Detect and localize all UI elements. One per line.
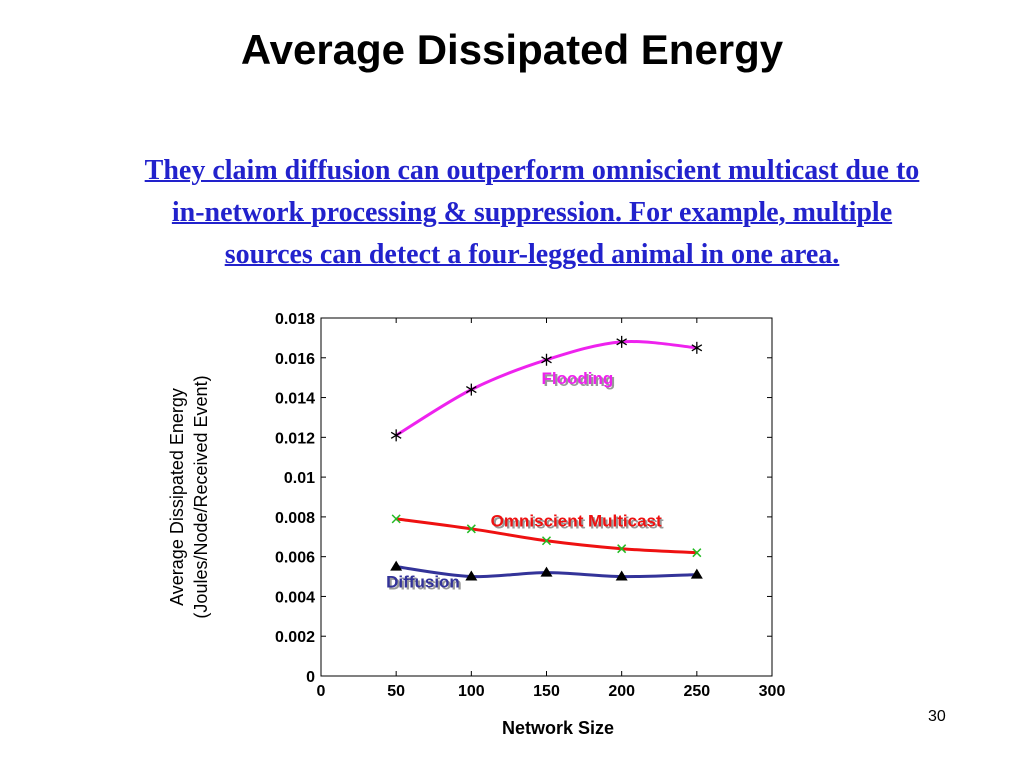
y-tick-label: 0.006 <box>275 550 315 567</box>
x-tick-label: 200 <box>608 683 635 700</box>
data-point-flooding <box>541 353 552 366</box>
callout-line: in-network processing & suppression. For… <box>171 197 893 228</box>
x-tick-label: 50 <box>387 683 405 700</box>
y-tick-label: 0.008 <box>275 510 315 527</box>
data-point-omniscient-multicast <box>617 544 627 554</box>
y-tick-label: 0.004 <box>275 589 315 606</box>
data-point-diffusion <box>390 560 403 571</box>
y-tick-label: 0.012 <box>275 430 315 447</box>
data-point-omniscient-multicast <box>692 548 702 558</box>
data-point-flooding <box>616 335 628 348</box>
data-point-omniscient-multicast <box>391 514 401 524</box>
x-tick-label: 0 <box>317 683 326 700</box>
y-tick-label: 0.016 <box>275 351 315 368</box>
x-tick-label: 300 <box>759 683 786 700</box>
callout-line: They claim diffusion can outperform omni… <box>144 155 920 186</box>
data-point-flooding <box>691 341 703 354</box>
data-point-diffusion <box>465 570 478 581</box>
svg-text:Diffusion: Diffusion <box>386 573 460 592</box>
svg-text:Diffusion: Diffusion <box>388 575 462 594</box>
x-tick-label: 150 <box>533 683 560 700</box>
y-tick-label: 0.014 <box>275 391 315 408</box>
y-tick-label: 0 <box>306 669 315 686</box>
callout-text: They claim diffusion can outperform omni… <box>40 150 1024 276</box>
data-point-omniscient-multicast <box>541 536 552 546</box>
svg-text:Flooding: Flooding <box>544 371 616 390</box>
svg-text:Omniscient Multicast: Omniscient Multicast <box>491 512 662 531</box>
callout-line: sources can detect a four-legged animal … <box>224 239 840 270</box>
y-tick-label: 0.018 <box>275 311 315 328</box>
data-point-flooding <box>465 383 477 396</box>
plot-area <box>320 317 773 677</box>
data-point-flooding <box>390 429 402 442</box>
slide-number: 30 <box>928 708 946 725</box>
svg-text:Flooding: Flooding <box>542 369 614 388</box>
x-tick-label: 250 <box>683 683 710 700</box>
y-axis-label: (Joules/Node/Received Event) <box>191 375 211 618</box>
data-point-diffusion <box>540 566 553 577</box>
x-axis-label: Network Size <box>502 718 614 738</box>
slide-title: Average Dissipated Energy <box>240 26 784 73</box>
x-tick-label: 100 <box>458 683 485 700</box>
y-tick-label: 0.01 <box>284 470 315 487</box>
data-point-diffusion <box>690 568 703 579</box>
y-tick-label: 0.002 <box>275 629 315 646</box>
data-point-omniscient-multicast <box>466 524 476 534</box>
data-point-diffusion <box>615 570 628 581</box>
y-axis-label: Average Dissipated Energy <box>167 388 187 606</box>
svg-text:Omniscient Multicast: Omniscient Multicast <box>493 514 664 533</box>
